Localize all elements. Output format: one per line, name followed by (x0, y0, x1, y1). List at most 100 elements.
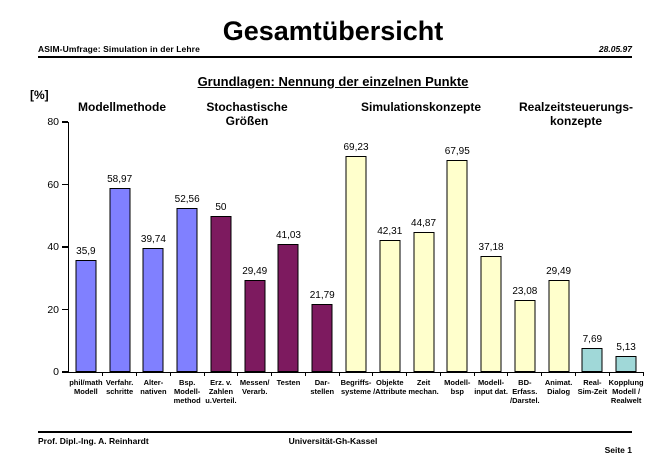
bar-column: 69,23 Begriffs-systeme (339, 122, 374, 396)
bar (109, 187, 131, 372)
bar (379, 239, 401, 372)
x-axis-tick (507, 372, 509, 376)
y-axis-tick-label: 60 (47, 178, 59, 191)
bar-column: 58,97 Verfahr. schritte (103, 122, 138, 396)
bar (311, 303, 333, 372)
footer-institution: Universität-Gh-Kassel (288, 436, 378, 446)
y-axis-tick (61, 246, 68, 248)
chart-title: Grundlagen: Nennung der einzelnen Punkte (197, 74, 469, 89)
bar-value-label: 29,49 (242, 265, 268, 277)
group-header: Realzeitsteuerungs-konzepte (518, 100, 634, 128)
bar (615, 355, 637, 372)
bar-value-label: 35,9 (76, 245, 96, 257)
bar-column: 23,08 BD- Erfass./Darstel. (508, 122, 543, 405)
bar (581, 347, 603, 372)
category-label: Verfahr. schritte (105, 378, 134, 396)
header-rule (38, 56, 632, 58)
bar-value-label: 7,69 (582, 333, 603, 345)
bar-value-label: 52,56 (174, 193, 200, 205)
bar-value-label: 23,08 (512, 285, 538, 297)
bar-column: 52,56 Bsp. Modell-method (170, 122, 205, 405)
x-axis-tick (338, 372, 340, 376)
bar (548, 279, 570, 372)
bar (345, 155, 367, 372)
category-label: Kopplung Modell / Realwelt (608, 378, 644, 405)
plot-area: 0 20 40 60 80 35,9 phil/math Modell 58,97 Verfahr… (47, 116, 644, 405)
bar-column: 37,18 Modell-input dat. (474, 122, 509, 396)
y-axis-unit-label: [%] (30, 88, 49, 102)
category-label: phil/math Modell (69, 378, 103, 396)
header-left-text: ASIM-Umfrage: Simulation in der Lehre (38, 44, 200, 54)
x-axis-tick (608, 372, 610, 376)
bar-column: 29,49 Messen/Verarb. (238, 122, 273, 396)
bar (514, 299, 536, 372)
x-axis-tick (473, 372, 475, 376)
bar (210, 215, 232, 372)
footer-author: Prof. Dipl.-Ing. A. Reinhardt (38, 436, 149, 446)
category-label: Modell-bsp (444, 378, 471, 396)
x-axis-tick (237, 372, 239, 376)
bar-value-label: 5,13 (616, 341, 636, 353)
bar-value-label: 21,79 (309, 289, 335, 301)
x-axis-tick (574, 372, 576, 376)
x-axis-tick (406, 372, 408, 376)
x-axis-tick (304, 372, 306, 376)
y-axis-tick (61, 183, 68, 186)
bar (244, 279, 266, 372)
x-axis-tick (136, 372, 138, 376)
category-label: Objekte/Attribute (373, 378, 407, 396)
x-axis-tick (203, 372, 205, 376)
bar-column: 39,74 Alter-nativen (137, 122, 171, 396)
category-label: Messen/Verarb. (239, 378, 270, 396)
category-label: Animat. Dialog (544, 378, 573, 396)
bar-value-label: 67,95 (444, 145, 470, 157)
bar (480, 255, 502, 372)
footer-page-number: Seite 1 (604, 445, 632, 455)
x-axis-tick (642, 372, 644, 376)
category-label: Testen (276, 378, 301, 387)
x-axis-tick (439, 372, 441, 376)
x-axis-tick (372, 372, 374, 376)
bar-column: 50 Erz. v. Zahlen u.Verteil. (204, 122, 239, 405)
bar (142, 247, 164, 372)
bar-value-label: 50 (215, 201, 227, 213)
bar-value-label: 44,87 (411, 217, 437, 229)
category-label: Real- Sim-Zeit (577, 378, 608, 396)
bar-column: 29,49 Animat. Dialog (542, 122, 576, 396)
y-axis-tick (61, 371, 68, 373)
category-label: Zeit mechan. (408, 378, 439, 396)
bar-column: 35,9 phil/math Modell (69, 122, 104, 396)
bar-value-label: 42,31 (377, 225, 403, 237)
category-label: Dar-stellen (310, 378, 335, 396)
y-axis-tick-label: 40 (47, 241, 59, 253)
bar-column: 21,79 Dar-stellen (305, 122, 340, 396)
bar-column: 44,87 Zeit mechan. (407, 122, 441, 396)
y-axis-tick (61, 121, 68, 123)
bar-value-label: 37,18 (478, 241, 504, 253)
category-label: BD- Erfass./Darstel. (510, 378, 540, 405)
x-axis-tick (541, 372, 543, 376)
bar-column: 5,13 Kopplung Modell / Realwelt (609, 122, 644, 405)
bar-value-label: 39,74 (140, 233, 166, 245)
bar-column: 41,03 Testen (272, 122, 306, 387)
bar-value-label: 29,49 (546, 265, 572, 277)
x-axis-tick (169, 372, 171, 376)
y-axis-tick-label: 0 (53, 366, 59, 378)
page-title: Gesamtübersicht (222, 16, 444, 46)
bar-value-label: 69,23 (343, 141, 369, 153)
bar-column: 67,95 Modell-bsp (440, 122, 475, 396)
group-header: Modellmethode (77, 100, 167, 114)
x-axis-tick (271, 372, 273, 376)
bar-value-label: 58,97 (107, 173, 133, 185)
bar (176, 207, 198, 372)
x-axis-tick (102, 372, 104, 376)
footer-rule (38, 431, 632, 433)
bar-column: 42,31 Objekte/Attribute (373, 122, 408, 396)
header-date: 28.05.97 (598, 44, 632, 54)
bar (75, 259, 97, 372)
y-axis-tick (61, 308, 68, 311)
bar-value-label: 41,03 (275, 229, 301, 241)
y-axis-tick-label: 80 (47, 116, 59, 128)
group-header: Simulationskonzepte (360, 100, 482, 114)
